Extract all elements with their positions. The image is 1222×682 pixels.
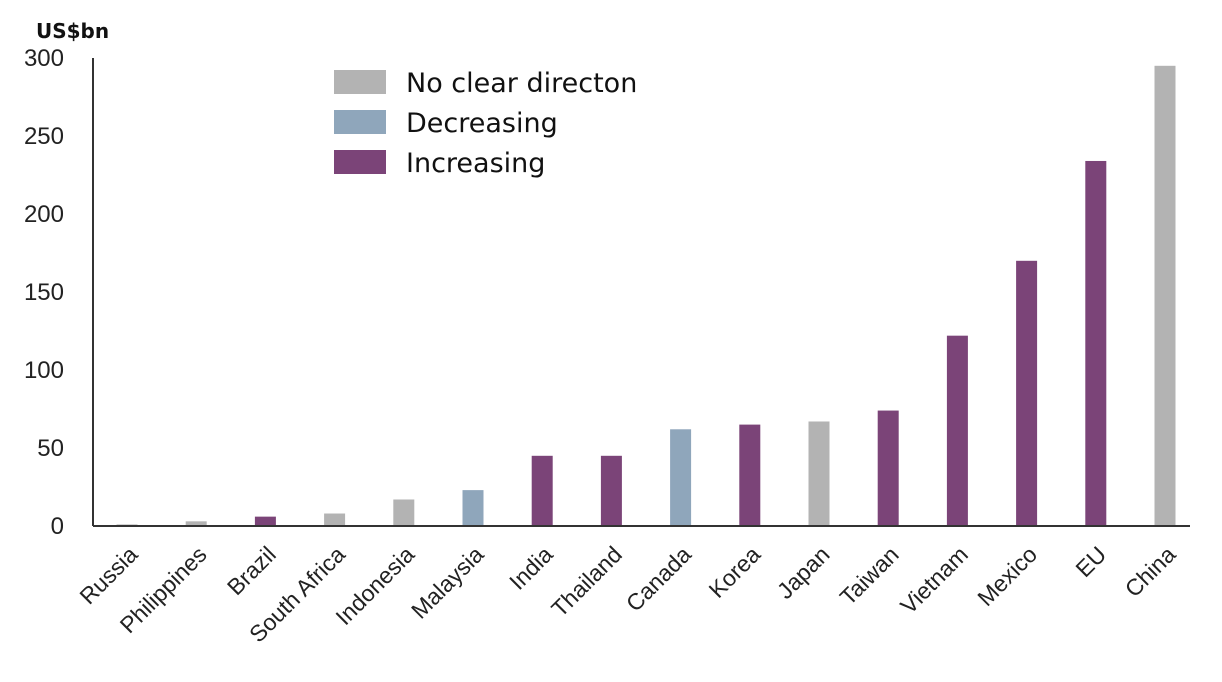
x-tick-label: China bbox=[1120, 541, 1181, 602]
y-tick-label: 100 bbox=[24, 357, 64, 384]
x-tick-label: Japan bbox=[772, 541, 835, 604]
x-tick-label: Brazil bbox=[222, 541, 281, 600]
bar-thailand bbox=[600, 455, 622, 526]
x-tick-label: Canada bbox=[621, 541, 697, 617]
y-axis-unit-label: US$bn bbox=[36, 19, 109, 43]
bar-china bbox=[1154, 65, 1176, 527]
legend: No clear directon Decreasing Increasing bbox=[334, 68, 637, 179]
bars-group bbox=[116, 65, 1176, 527]
legend-swatch bbox=[334, 150, 386, 174]
y-tick-label: 0 bbox=[51, 513, 64, 540]
x-tick-label: Thailand bbox=[546, 541, 627, 622]
x-tick-label: Korea bbox=[704, 541, 766, 603]
legend-swatch bbox=[334, 110, 386, 134]
bar-malaysia bbox=[462, 490, 484, 526]
bar-taiwan bbox=[877, 410, 899, 526]
x-tick-label: Malaysia bbox=[406, 541, 489, 624]
legend-label: No clear directon bbox=[406, 68, 637, 99]
legend-swatch bbox=[334, 70, 386, 94]
bar-mexico bbox=[1016, 260, 1038, 526]
legend-label: Increasing bbox=[406, 148, 545, 179]
bar-india bbox=[531, 455, 553, 526]
x-tick-label: Vietnam bbox=[895, 541, 973, 619]
bar-japan bbox=[808, 421, 830, 526]
y-tick-label: 200 bbox=[24, 201, 64, 228]
x-tick-label: India bbox=[504, 541, 558, 595]
x-tick-label: Russia bbox=[74, 541, 142, 609]
y-tick-label: 50 bbox=[37, 435, 64, 462]
bar-eu bbox=[1085, 160, 1107, 526]
bar-canada bbox=[670, 429, 692, 526]
legend-label: Decreasing bbox=[406, 108, 558, 139]
bar-south-africa bbox=[324, 513, 346, 526]
x-tick-label: Taiwan bbox=[835, 541, 904, 610]
bar-vietnam bbox=[946, 335, 968, 526]
x-tick-label: EU bbox=[1070, 541, 1111, 582]
bar-brazil bbox=[254, 516, 276, 526]
y-axis-ticks: 0 50 100 150 200 250 300 bbox=[24, 45, 64, 540]
bar-korea bbox=[739, 424, 761, 526]
x-tick-label: Mexico bbox=[972, 541, 1042, 611]
bar-indonesia bbox=[393, 499, 415, 526]
bar-philippines bbox=[185, 521, 207, 526]
y-tick-label: 150 bbox=[24, 279, 64, 306]
y-tick-label: 250 bbox=[24, 123, 64, 150]
y-tick-label: 300 bbox=[24, 45, 64, 72]
